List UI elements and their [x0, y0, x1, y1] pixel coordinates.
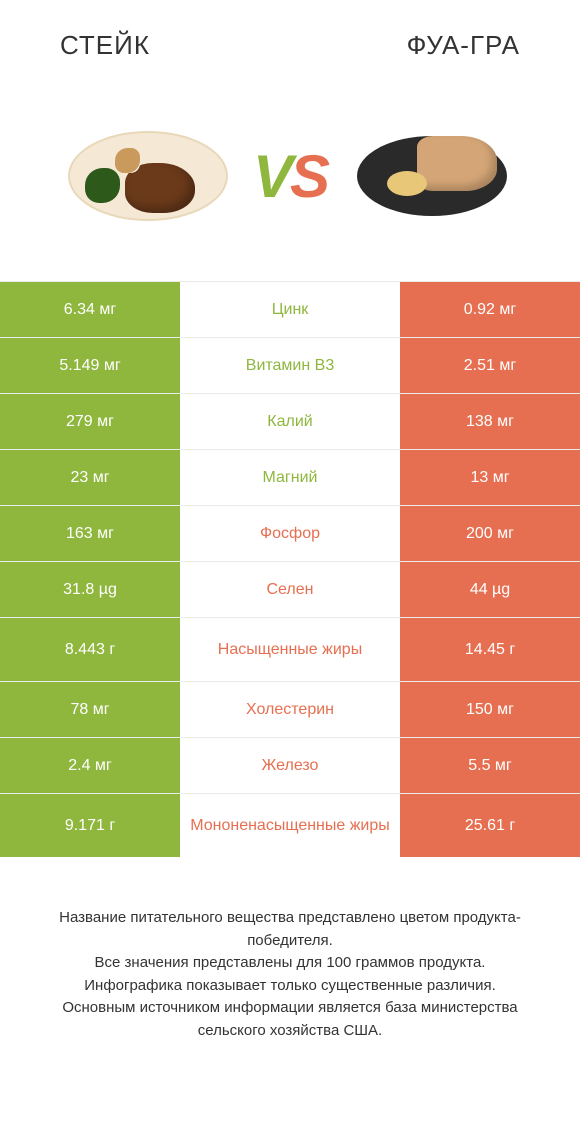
- vs-v-letter: V: [253, 143, 290, 210]
- nutrient-row: 6.34 мгЦинк0.92 мг: [0, 281, 580, 337]
- right-food-image: [347, 121, 517, 231]
- nutrient-row: 78 мгХолестерин150 мг: [0, 681, 580, 737]
- right-value: 14.45 г: [400, 618, 580, 681]
- nutrient-row: 279 мгКалий138 мг: [0, 393, 580, 449]
- nutrient-label: Железо: [180, 738, 400, 793]
- nutrient-row: 9.171 гМононенасыщенные жиры25.61 г: [0, 793, 580, 857]
- right-value: 44 µg: [400, 562, 580, 617]
- left-value: 2.4 мг: [0, 738, 180, 793]
- left-value: 6.34 мг: [0, 282, 180, 337]
- left-value: 31.8 µg: [0, 562, 180, 617]
- nutrient-row: 163 мгФосфор200 мг: [0, 505, 580, 561]
- nutrient-label: Мононенасыщенные жиры: [180, 794, 400, 857]
- right-value: 25.61 г: [400, 794, 580, 857]
- vs-row: VS: [0, 81, 580, 281]
- nutrient-label: Калий: [180, 394, 400, 449]
- right-value: 138 мг: [400, 394, 580, 449]
- left-value: 163 мг: [0, 506, 180, 561]
- nutrient-row: 8.443 гНасыщенные жиры14.45 г: [0, 617, 580, 681]
- nutrient-row: 23 мгМагний13 мг: [0, 449, 580, 505]
- nutrient-label: Насыщенные жиры: [180, 618, 400, 681]
- header: СТЕЙК ФУА-ГРА: [0, 0, 580, 81]
- nutrient-row: 31.8 µgСелен44 µg: [0, 561, 580, 617]
- right-value: 0.92 мг: [400, 282, 580, 337]
- foiegras-illustration: [357, 136, 507, 216]
- footer-line: Название питательного вещества представл…: [30, 907, 550, 952]
- nutrient-label: Холестерин: [180, 682, 400, 737]
- left-food-image: [63, 121, 233, 231]
- nutrient-label: Магний: [180, 450, 400, 505]
- right-value: 2.51 мг: [400, 338, 580, 393]
- left-value: 279 мг: [0, 394, 180, 449]
- nutrient-label: Селен: [180, 562, 400, 617]
- left-value: 5.149 мг: [0, 338, 180, 393]
- right-product-title: ФУА-ГРА: [407, 30, 520, 61]
- left-value: 78 мг: [0, 682, 180, 737]
- right-value: 150 мг: [400, 682, 580, 737]
- nutrient-label: Фосфор: [180, 506, 400, 561]
- footer-line: Все значения представлены для 100 граммо…: [30, 952, 550, 975]
- footer-line: Основным источником информации является …: [30, 997, 550, 1042]
- left-product-title: СТЕЙК: [60, 30, 150, 61]
- right-value: 200 мг: [400, 506, 580, 561]
- left-value: 8.443 г: [0, 618, 180, 681]
- nutrient-table: 6.34 мгЦинк0.92 мг5.149 мгВитамин B32.51…: [0, 281, 580, 857]
- nutrient-label: Витамин B3: [180, 338, 400, 393]
- right-value: 5.5 мг: [400, 738, 580, 793]
- left-value: 23 мг: [0, 450, 180, 505]
- right-value: 13 мг: [400, 450, 580, 505]
- left-value: 9.171 г: [0, 794, 180, 857]
- footer-line: Инфографика показывает только существенн…: [30, 975, 550, 998]
- vs-s-letter: S: [290, 143, 327, 210]
- nutrient-row: 5.149 мгВитамин B32.51 мг: [0, 337, 580, 393]
- vs-label: VS: [253, 142, 327, 211]
- footer-notes: Название питательного вещества представл…: [0, 857, 580, 1062]
- nutrient-row: 2.4 мгЖелезо5.5 мг: [0, 737, 580, 793]
- steak-illustration: [68, 131, 228, 221]
- nutrient-label: Цинк: [180, 282, 400, 337]
